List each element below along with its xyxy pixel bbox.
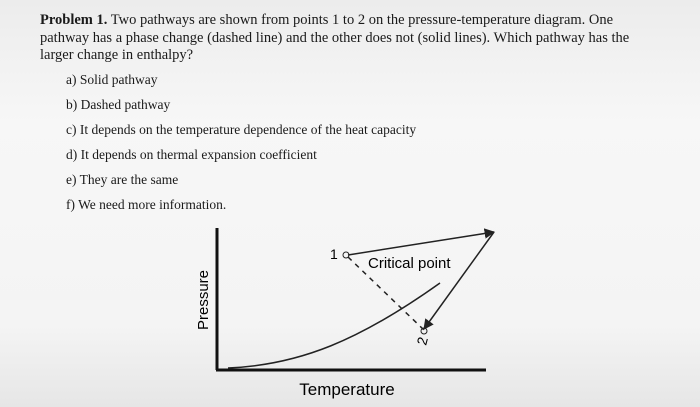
- option: e) They are the same: [66, 172, 179, 187]
- x-axis-label: Temperature: [299, 380, 394, 399]
- point: [420, 327, 428, 335]
- option: b) Dashed pathway: [66, 97, 171, 112]
- point-label: 1: [330, 246, 338, 262]
- option: d) It depends on thermal expansion coeff…: [66, 147, 317, 162]
- y-axis-label: Pressure: [195, 270, 212, 330]
- question: Problem 1. Two pathways are shown from p…: [40, 12, 665, 65]
- problem-label: Problem 1.: [40, 12, 108, 28]
- phase-boundary: [227, 282, 441, 369]
- solid-path: [423, 231, 495, 330]
- dashed-path: [347, 256, 425, 331]
- problem-text: Two pathways are shown from points 1 to …: [40, 12, 630, 63]
- option: c) It depends on the temperature depende…: [66, 122, 417, 137]
- option: f) We need more information.: [66, 197, 227, 212]
- solid-path: [347, 228, 496, 256]
- option: a) Solid pathway: [66, 72, 158, 87]
- point: [342, 251, 350, 259]
- point-label: 2: [413, 335, 431, 347]
- critical-point-label: Critical point: [368, 255, 451, 272]
